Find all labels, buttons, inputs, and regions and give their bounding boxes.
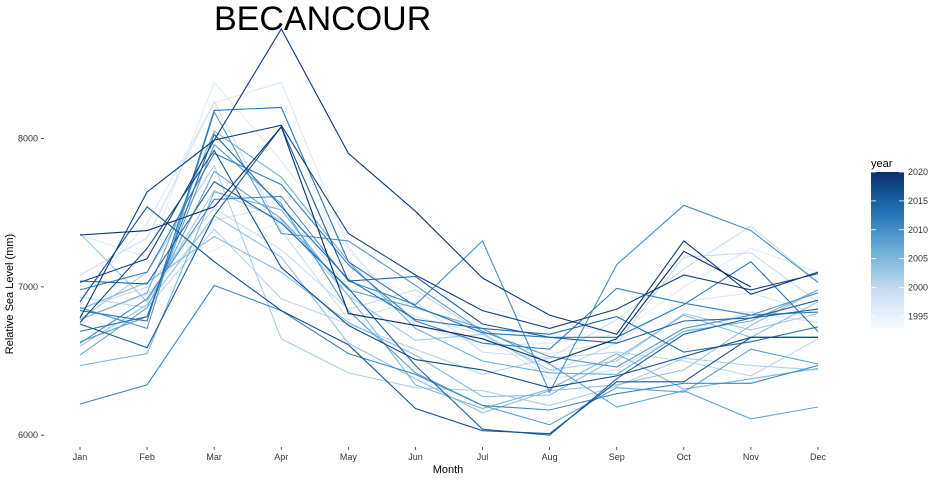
series-lines bbox=[79, 27, 819, 436]
legend-ticks: 1995 2000 2005 2010 2015 2020 bbox=[871, 167, 928, 321]
x-tick-label: Nov bbox=[743, 452, 760, 462]
series-line-2019 bbox=[79, 27, 819, 335]
x-tick-label: Oct bbox=[677, 452, 692, 462]
x-tick-label: Aug bbox=[542, 452, 558, 462]
series-line-2013 bbox=[79, 133, 819, 353]
series-line-2006 bbox=[79, 170, 819, 420]
x-tick-label: Jul bbox=[477, 452, 489, 462]
series-line-2014 bbox=[79, 180, 819, 436]
x-tick-label: Feb bbox=[139, 452, 155, 462]
series-line-2016 bbox=[79, 206, 818, 435]
series-line-2020 bbox=[79, 125, 752, 364]
series-line-1994 bbox=[79, 81, 819, 347]
series-line-2017 bbox=[79, 149, 818, 389]
x-tick-label: Jun bbox=[408, 452, 423, 462]
legend-title: year bbox=[871, 158, 893, 170]
series-line-1996 bbox=[79, 204, 819, 380]
series-line-2005 bbox=[79, 130, 819, 375]
series-line-2009 bbox=[79, 195, 819, 394]
legend: year 1995 2000 2005 2010 2015 2020 bbox=[871, 158, 928, 328]
x-tick-label: May bbox=[340, 452, 358, 462]
y-tick-label: 6000 bbox=[18, 430, 38, 440]
series-line-2000 bbox=[79, 164, 819, 407]
series-line-2018 bbox=[79, 124, 819, 329]
y-axis: 6000 7000 8000 bbox=[18, 134, 44, 440]
legend-tick-label: 2015 bbox=[908, 196, 928, 206]
x-axis-title: Month bbox=[433, 464, 464, 476]
legend-tick-label: 2010 bbox=[908, 225, 928, 235]
series-line-1997 bbox=[79, 100, 819, 359]
y-tick-label: 8000 bbox=[18, 134, 38, 144]
series-line-2003 bbox=[79, 235, 819, 398]
x-tick-label: Sep bbox=[609, 452, 625, 462]
series-line-2010 bbox=[79, 284, 819, 411]
series-line-2001 bbox=[79, 189, 819, 371]
x-tick-label: Mar bbox=[206, 452, 222, 462]
legend-tick-label: 1995 bbox=[908, 311, 928, 321]
x-tick-label: Apr bbox=[274, 452, 288, 462]
series-line-1999 bbox=[79, 228, 819, 377]
legend-tick-label: 2005 bbox=[908, 254, 928, 264]
x-axis: Jan Feb Mar Apr May Jun Jul Aug Sep Oct Nov Dec bbox=[73, 447, 827, 462]
series-line-2008 bbox=[79, 110, 819, 368]
chart-title: BECANCOUR bbox=[214, 0, 431, 38]
legend-tick-label: 2000 bbox=[908, 283, 928, 293]
y-axis-title: Relative Sea Level (mm) bbox=[4, 234, 16, 354]
y-tick-label: 7000 bbox=[18, 282, 38, 292]
series-line-2015 bbox=[79, 125, 819, 349]
series-line-2012 bbox=[79, 106, 819, 338]
series-line-1993 bbox=[79, 221, 819, 332]
series-line-2002 bbox=[79, 214, 819, 414]
series-line-1995 bbox=[79, 81, 819, 355]
x-tick-label: Dec bbox=[810, 452, 827, 462]
series-line-1998 bbox=[79, 207, 819, 374]
legend-tick-label: 2020 bbox=[908, 167, 928, 177]
legend-colorbar bbox=[871, 172, 904, 328]
x-tick-label: Jan bbox=[73, 452, 88, 462]
